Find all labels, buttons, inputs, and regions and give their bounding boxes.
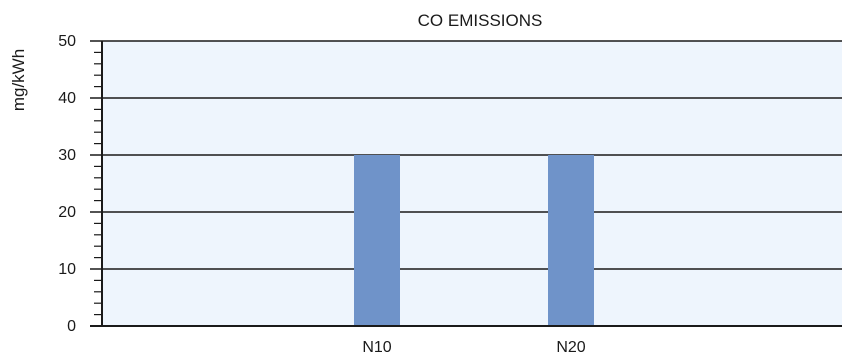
y-tick-label: 40 [58,90,76,107]
x-tick-label: N20 [556,339,585,356]
bar-n20 [548,155,594,326]
x-tick-label: N10 [362,339,391,356]
y-tick-label: 50 [58,33,76,50]
y-tick-label: 10 [58,261,76,278]
x-tick-labels: N10 N20 [362,339,585,356]
y-tick-label: 20 [58,204,76,221]
y-tick-label: 0 [67,318,76,335]
y-axis-label: mg/kWh [9,49,28,111]
y-tick-labels: 0 10 20 30 40 50 [58,33,76,335]
bar-n10 [354,155,400,326]
chart-title: CO EMISSIONS [418,11,543,30]
y-tick-label: 30 [58,147,76,164]
bars [354,155,594,326]
minor-ticks [94,51,102,316]
plot-background [102,41,842,326]
